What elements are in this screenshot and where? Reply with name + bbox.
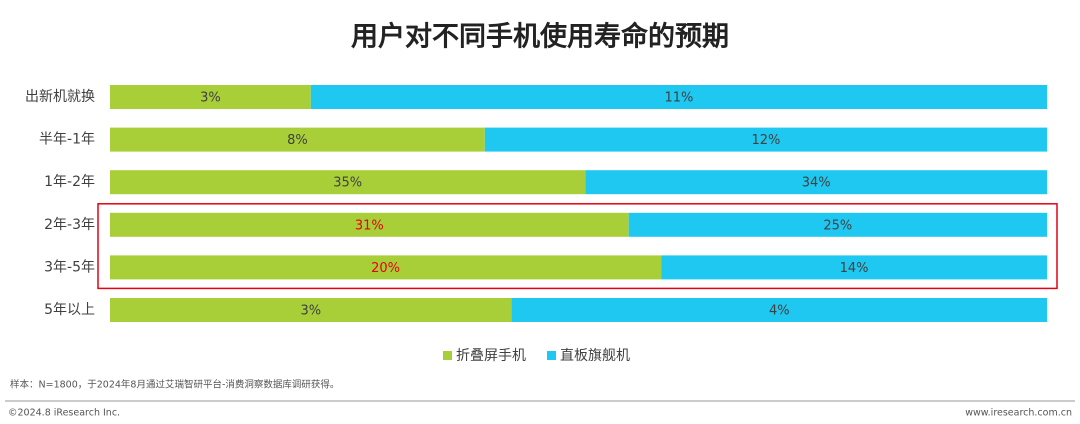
bar-segment <box>310 85 1047 109</box>
bar-segment <box>628 212 1047 237</box>
bar-segment <box>661 255 1047 280</box>
legend-label: 直板旗舰机 <box>560 347 630 364</box>
bar-segment <box>110 127 485 152</box>
legend-swatch <box>547 351 556 360</box>
data-label: 14% <box>840 261 869 276</box>
chart-title: 用户对不同手机使用寿命的预期 <box>351 21 729 53</box>
data-label: 35% <box>333 176 362 191</box>
y-tick-label: 1年-2年 <box>44 174 95 190</box>
y-tick-label: 出新机就换 <box>25 88 95 105</box>
data-label: 31% <box>355 218 384 233</box>
legend-label: 折叠屏手机 <box>456 348 526 364</box>
footnote: 样本：N=1800，于2024年8月通过艾瑞智研平台-消费洞察数据库调研获得。 <box>10 379 339 391</box>
data-label: 3% <box>300 304 321 319</box>
bar-segment <box>110 298 512 322</box>
data-label: 34% <box>802 176 831 191</box>
website: www.iresearch.com.cn <box>965 408 1072 419</box>
data-label: 25% <box>823 218 852 233</box>
bar-segment <box>110 255 662 280</box>
y-tick-label: 3年-5年 <box>44 259 95 275</box>
data-label: 8% <box>287 133 308 148</box>
legend-swatch <box>443 351 452 360</box>
data-label: 20% <box>371 261 400 276</box>
highlight-box <box>97 203 1058 290</box>
copyright: ©2024.8 iResearch Inc. <box>8 408 120 419</box>
bar-segment <box>110 212 629 237</box>
data-label: 4% <box>769 304 790 319</box>
bar-segment <box>110 85 311 109</box>
y-tick-label: 半年-1年 <box>39 132 95 148</box>
data-label: 3% <box>200 91 221 106</box>
bar-segment <box>484 127 1047 152</box>
data-label: 12% <box>751 133 780 148</box>
bar-segment <box>585 170 1047 195</box>
y-tick-label: 5年以上 <box>44 302 95 318</box>
bar-segment <box>511 298 1048 322</box>
bar-segment <box>110 170 586 195</box>
y-tick-label: 2年-3年 <box>44 217 95 233</box>
data-label: 11% <box>664 91 693 106</box>
